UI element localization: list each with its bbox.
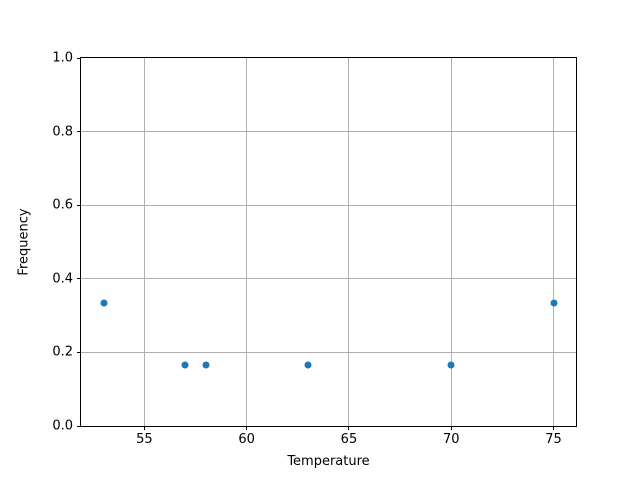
x-tick-mark <box>143 426 145 430</box>
x-gridline <box>553 58 554 426</box>
y-tick-mark <box>77 204 81 206</box>
y-tick-mark <box>77 425 81 427</box>
y-tick-label: 1.0 <box>52 50 73 66</box>
y-gridline <box>81 204 576 206</box>
y-tick-mark <box>77 131 81 133</box>
y-tick-label: 0.6 <box>52 197 73 213</box>
y-gridline <box>81 131 576 133</box>
scatter-point <box>100 299 107 307</box>
scatter-point <box>550 299 557 307</box>
y-tick-label: 0.0 <box>52 418 73 434</box>
x-tick-mark <box>246 426 248 430</box>
y-tick-mark <box>77 57 81 59</box>
y-tick-label: 0.8 <box>52 124 73 140</box>
y-axis-label: Frequency <box>16 208 32 276</box>
y-gridline <box>81 351 576 353</box>
scatter-point <box>304 361 312 369</box>
scatter-point <box>202 361 210 369</box>
x-gridline <box>246 58 248 426</box>
x-tick-label: 60 <box>238 432 255 447</box>
y-tick-mark <box>77 351 81 353</box>
x-tick-label: 75 <box>545 432 562 447</box>
x-tick-label: 55 <box>136 432 153 447</box>
x-gridline <box>450 58 452 426</box>
x-tick-mark <box>348 426 350 430</box>
y-gridline <box>81 278 576 280</box>
scatter-point <box>447 361 455 369</box>
y-tick-label: 0.2 <box>52 344 73 360</box>
x-tick-mark <box>450 426 452 430</box>
x-axis-label: Temperature <box>287 454 370 469</box>
y-tick-mark <box>77 278 81 280</box>
plot-area: 55 60 65 70 75 0.0 0.2 0.4 0.6 0.8 1.0 <box>52 52 577 446</box>
y-tick-label: 0.4 <box>52 271 73 287</box>
x-tick-label: 70 <box>442 432 460 447</box>
x-gridline <box>143 58 145 426</box>
x-gridline <box>348 58 350 426</box>
x-tick-label: 65 <box>340 432 358 447</box>
scatter-point <box>181 361 189 369</box>
x-tick-mark <box>553 426 554 430</box>
